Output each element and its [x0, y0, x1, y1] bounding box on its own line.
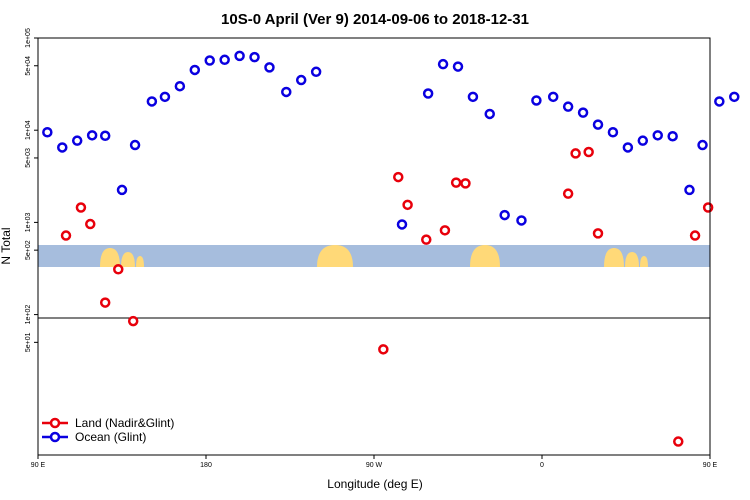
land-shape-3	[317, 245, 353, 267]
ocean-point-25	[499, 209, 510, 221]
ocean-point-22	[452, 61, 464, 72]
land-shape-5	[604, 248, 624, 267]
land-point-6	[378, 344, 389, 355]
land-point-12	[460, 178, 471, 189]
y-tick-label-4: 1e+03	[25, 212, 32, 232]
ocean-point-0	[42, 127, 53, 138]
ocean-point-35	[652, 130, 663, 141]
ocean-point-20	[422, 88, 434, 99]
land-point-0	[60, 230, 72, 241]
land-point-1	[75, 202, 87, 213]
y-tick-label-0: 1e+05	[25, 28, 32, 48]
ocean-point-14	[249, 51, 260, 63]
x-axis-label: Longitude (deg E)	[327, 477, 422, 491]
ocean-point-32	[607, 127, 619, 138]
data-points	[42, 50, 740, 447]
ocean-point-33	[622, 142, 634, 153]
ocean-point-37	[684, 184, 695, 196]
legend-marker-0	[49, 417, 61, 429]
ocean-point-17	[295, 74, 307, 86]
x-tick-label-0: 90 E	[31, 462, 46, 469]
land-point-11	[450, 177, 462, 188]
ocean-point-12	[219, 54, 230, 66]
land-shape-2	[136, 256, 144, 267]
land-point-17	[673, 436, 684, 447]
world-map-band	[38, 245, 710, 267]
land-point-15	[583, 146, 594, 158]
ocean-point-19	[396, 219, 408, 230]
land-shape-1	[121, 252, 135, 267]
y-tick-label-5: 5e+02	[25, 240, 32, 260]
y-tick-label-1: 5e+04	[25, 56, 32, 76]
ocean-point-29	[562, 101, 574, 112]
y-tick-label-3: 5e+03	[25, 148, 32, 168]
land-shape-7	[640, 256, 648, 267]
ocean-point-11	[204, 55, 215, 66]
land-shape-4	[470, 245, 500, 267]
ocean-point-23	[467, 91, 479, 103]
land-point-7	[393, 171, 404, 183]
legend: Land (Nadir&Glint)Ocean (Glint)	[42, 416, 174, 444]
x-tick-label-4: 90 E	[703, 462, 718, 469]
ocean-band	[38, 245, 710, 267]
ocean-point-31	[592, 119, 604, 130]
legend-marker-1	[49, 431, 61, 443]
y-axis-label: N Total	[0, 227, 13, 264]
legend-label-1: Ocean (Glint)	[75, 430, 146, 444]
ocean-point-13	[234, 50, 245, 62]
ocean-point-5	[116, 184, 128, 196]
y-tick-label-6: 1e+02	[25, 305, 32, 325]
ocean-point-15	[264, 62, 275, 73]
ocean-point-26	[516, 215, 527, 226]
ocean-point-38	[697, 139, 708, 151]
y-tick-label-2: 1e+04	[25, 120, 32, 140]
ocean-point-24	[484, 108, 495, 120]
ocean-point-10	[189, 64, 201, 76]
land-point-8	[402, 199, 413, 211]
ocean-point-40	[729, 91, 740, 103]
ocean-point-39	[714, 96, 725, 107]
chart-axes: 90 E 180 90 W 0 90 E 1e+05 5e+04 1e+04 5e+03 1e+0…	[25, 28, 718, 469]
ocean-point-30	[577, 107, 589, 118]
ocean-point-4	[99, 130, 111, 142]
land-point-13	[562, 188, 574, 199]
land-point-10	[439, 225, 451, 236]
y-tick-label-7: 5e+01	[25, 332, 32, 352]
land-point-9	[421, 234, 432, 245]
chart-title: 10S-0 April (Ver 9) 2014-09-06 to 2018-1…	[221, 11, 529, 28]
legend-label-0: Land (Nadir&Glint)	[75, 416, 174, 430]
x-tick-label-2: 90 W	[366, 462, 383, 469]
land-point-2	[85, 218, 96, 230]
ocean-point-27	[531, 95, 542, 106]
ocean-point-1	[57, 142, 68, 153]
ocean-point-16	[281, 86, 292, 98]
land-point-16	[592, 228, 604, 239]
ocean-point-9	[174, 80, 186, 92]
ocean-point-34	[637, 135, 649, 146]
land-shape-6	[625, 252, 639, 267]
land-point-19	[702, 202, 714, 213]
land-point-5	[127, 315, 139, 327]
x-tick-label-3: 0	[540, 462, 544, 469]
ocean-point-6	[129, 139, 141, 151]
ocean-point-21	[437, 58, 449, 70]
ocean-point-3	[86, 130, 98, 141]
land-shape-0	[100, 248, 120, 267]
land-point-3	[99, 297, 111, 308]
ocean-point-8	[159, 91, 171, 103]
land-point-14	[570, 148, 581, 159]
land-point-4	[113, 264, 124, 275]
ocean-point-7	[146, 96, 158, 107]
ocean-point-36	[667, 130, 678, 142]
ocean-point-18	[310, 66, 322, 78]
ocean-point-2	[71, 135, 83, 146]
land-point-18	[689, 230, 701, 241]
ocean-point-28	[547, 91, 559, 103]
x-tick-label-1: 180	[200, 462, 212, 469]
